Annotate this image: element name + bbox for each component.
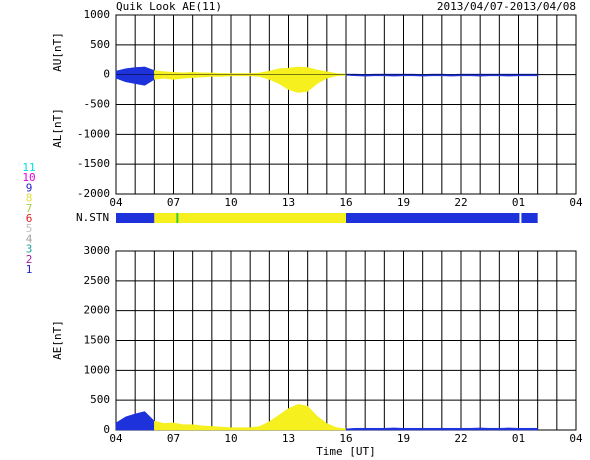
y-tick-label: 1000 [84, 8, 111, 21]
area [154, 404, 347, 431]
x-tick-label: 13 [282, 432, 295, 445]
x-axis-label: Time [UT] [316, 445, 376, 458]
y-tick-label: 500 [90, 393, 110, 406]
station-legend-label: 10 [22, 171, 35, 184]
y-tick-label: 500 [90, 38, 110, 51]
x-tick-label: 19 [397, 432, 410, 445]
x-tick-label: 16 [339, 196, 352, 209]
y-tick-label: -2000 [77, 187, 110, 200]
plot-frame [115, 14, 577, 195]
area [345, 427, 538, 431]
x-tick-label: 07 [167, 432, 180, 445]
x-tick-label: 04 [569, 432, 583, 445]
y-tick-label: 1500 [84, 334, 111, 347]
station-legend-label: 2 [26, 253, 33, 266]
x-tick-label: 19 [397, 196, 410, 209]
x-tick-label: 01 [512, 432, 525, 445]
area [154, 74, 347, 93]
y-tick-label: -500 [84, 98, 111, 111]
x-tick-label: 04 [109, 196, 123, 209]
station-legend-label: 3 [26, 243, 33, 256]
y-tick-label: 1000 [84, 363, 111, 376]
y-axis-label: AL[nT] [51, 108, 64, 148]
station-label: N.STN [76, 211, 109, 224]
chart-title: Quik Look AE(11) [116, 0, 222, 13]
x-tick-label: 16 [339, 432, 352, 445]
station-legend-label: 8 [26, 192, 33, 205]
y-tick-label: 0 [103, 423, 110, 436]
x-tick-label: 13 [282, 196, 295, 209]
area [345, 74, 538, 77]
station-legend-label: 11 [22, 161, 35, 174]
y-tick-label: -1000 [77, 127, 110, 140]
x-tick-label: 10 [224, 196, 237, 209]
station-segment [154, 213, 346, 223]
x-tick-label: 22 [454, 432, 467, 445]
y-tick-label: 2000 [84, 304, 111, 317]
station-legend-label: 6 [26, 212, 33, 225]
area [154, 66, 347, 75]
y-tick-label: -1500 [77, 157, 110, 170]
x-tick-label: 07 [167, 196, 180, 209]
x-tick-label: 01 [512, 196, 525, 209]
y-tick-label: 2500 [84, 274, 111, 287]
station-legend-label: 9 [26, 181, 33, 194]
station-legend-label: 5 [26, 222, 33, 235]
x-tick-label: 04 [569, 196, 583, 209]
date-range: 2013/04/07-2013/04/08 [437, 0, 576, 13]
x-tick-label: 22 [454, 196, 467, 209]
station-segment [346, 213, 538, 223]
station-legend-label: 4 [26, 232, 33, 245]
station-legend-label: 7 [26, 202, 33, 215]
x-tick-label: 10 [224, 432, 237, 445]
station-legend-label: 1 [26, 263, 33, 276]
station-segment [116, 213, 155, 223]
y-axis-label: AU[nT] [51, 32, 64, 72]
y-tick-label: 0 [103, 68, 110, 81]
y-axis-label: AE[nT] [51, 320, 64, 360]
y-tick-label: 3000 [84, 244, 111, 257]
x-tick-label: 04 [109, 432, 123, 445]
